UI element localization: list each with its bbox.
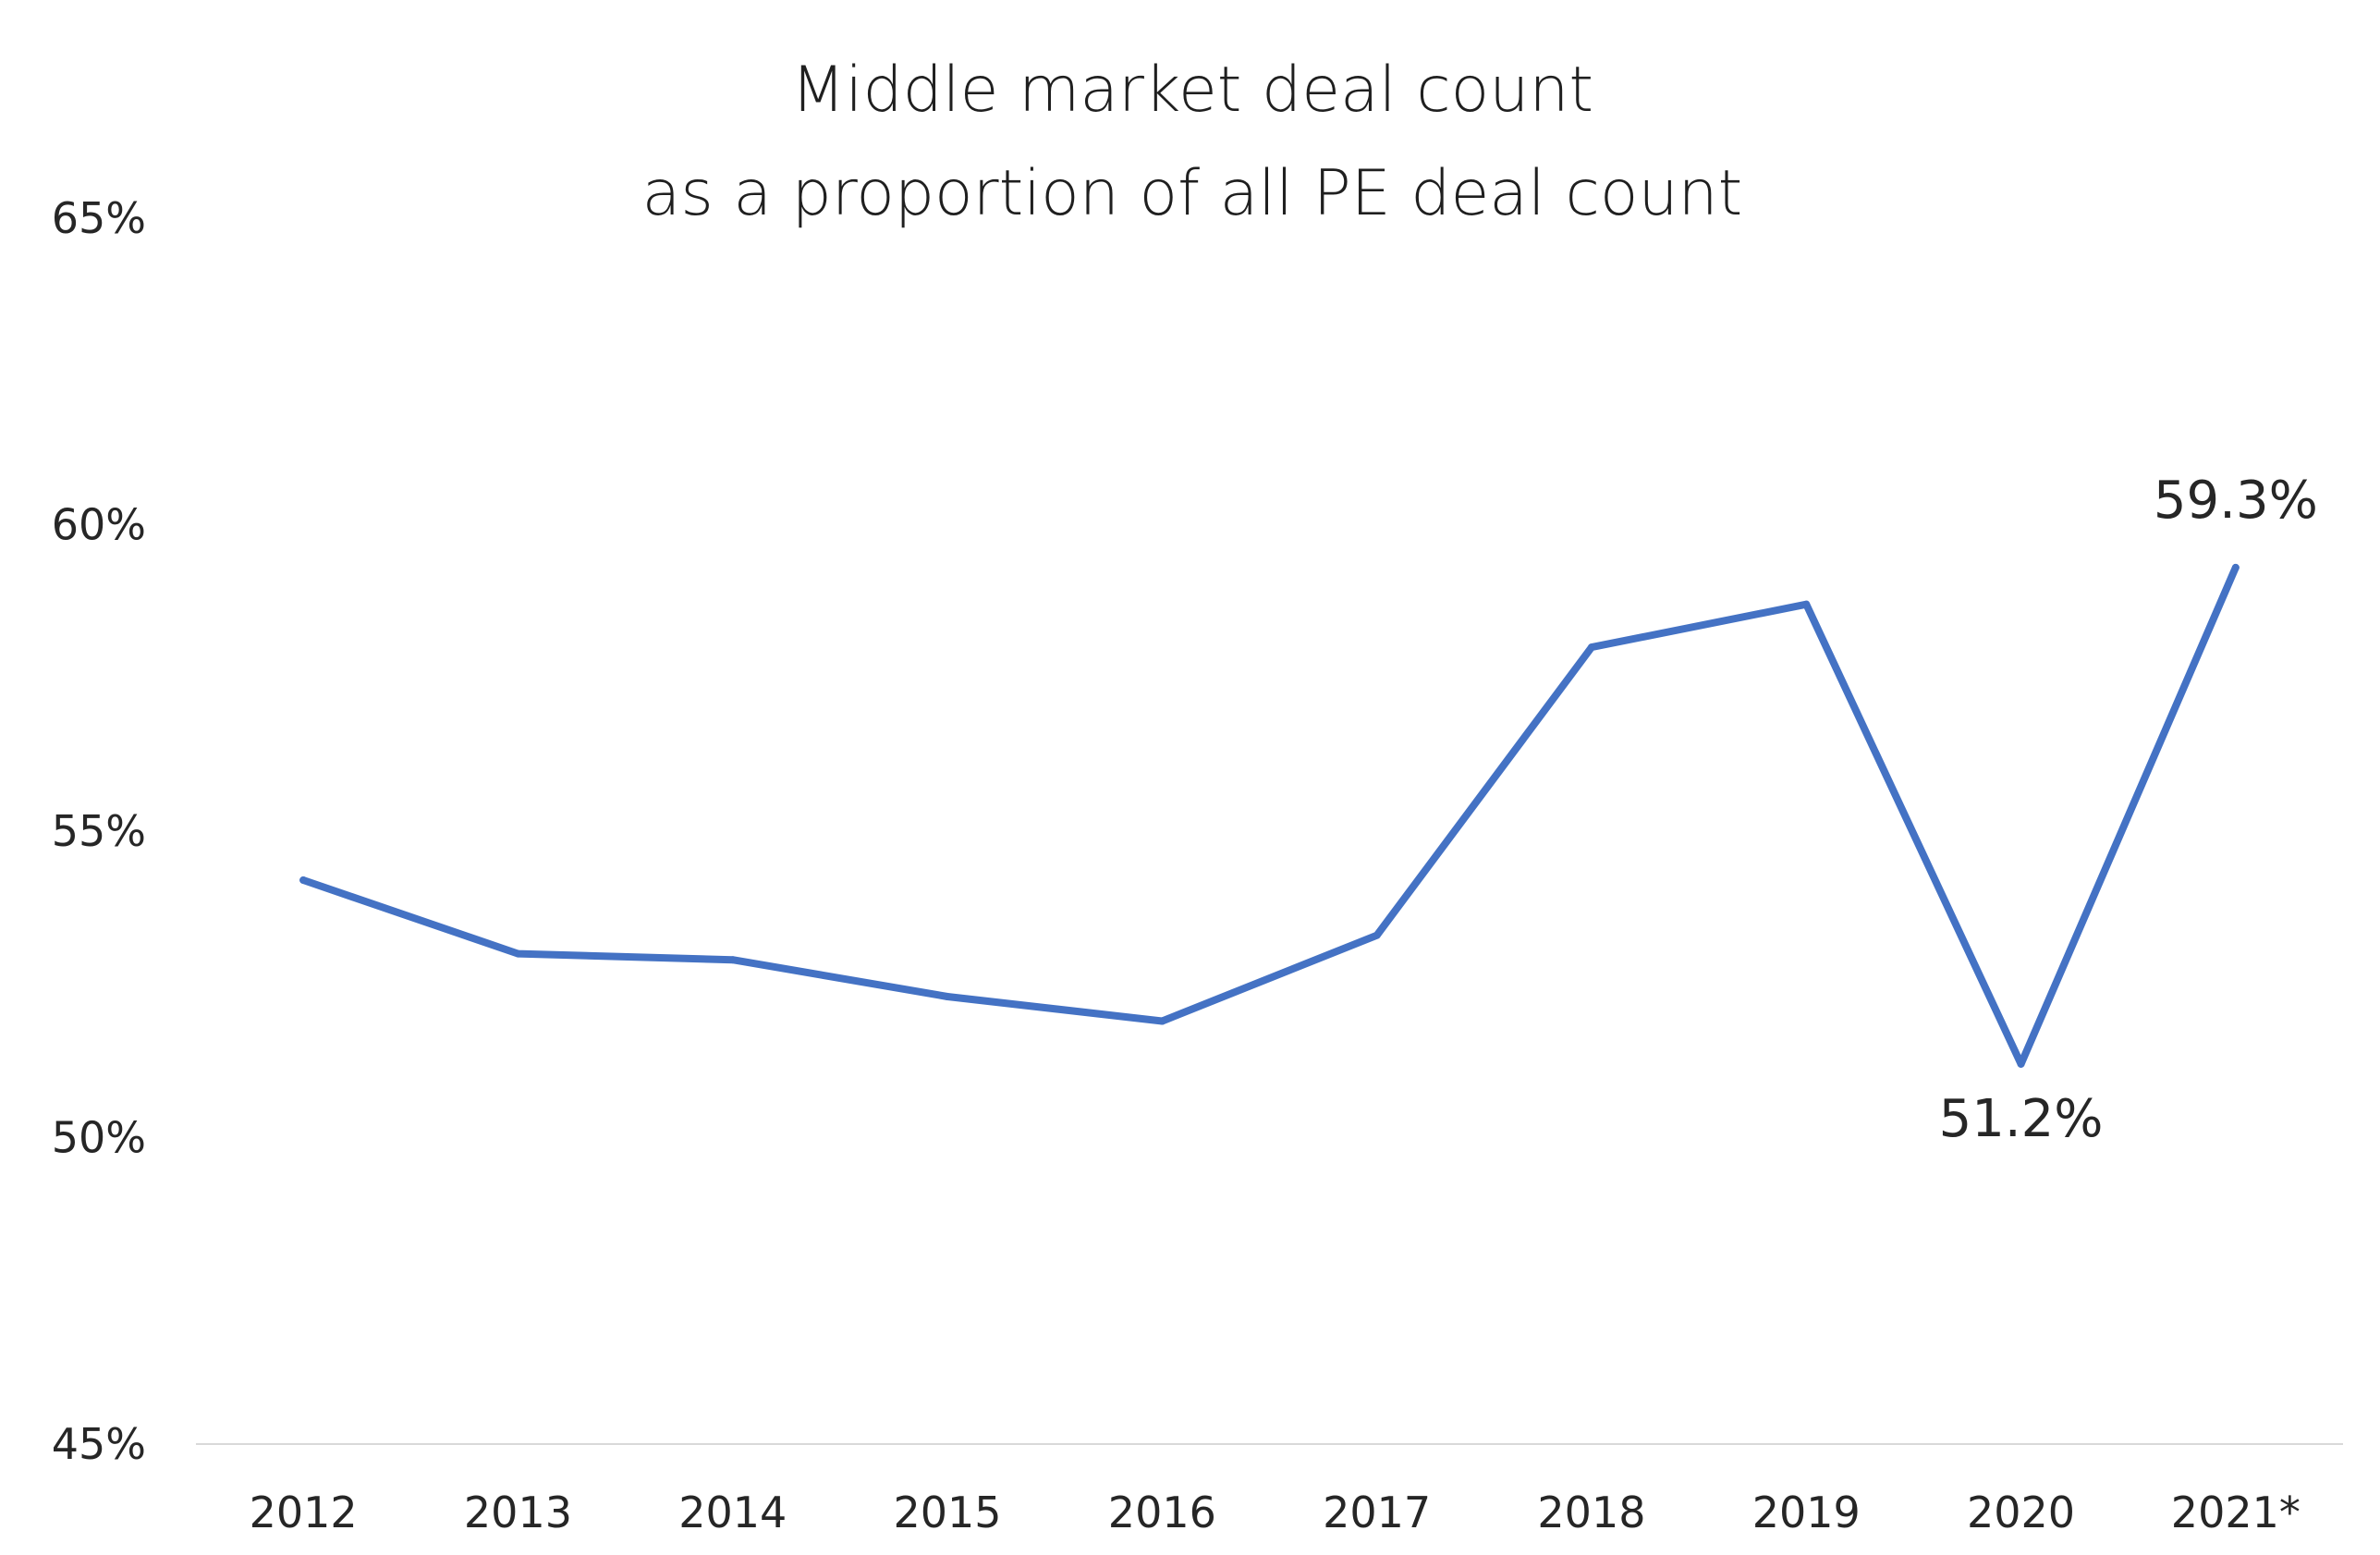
y-tick-label: 60% xyxy=(52,500,146,550)
data-point xyxy=(728,956,737,964)
x-tick-label: 2014 xyxy=(678,1488,787,1537)
data-point xyxy=(2231,563,2240,571)
data-point xyxy=(514,949,522,958)
series-line xyxy=(299,563,2240,1068)
x-tick-label: 2021* xyxy=(2171,1488,2301,1537)
x-tick-label: 2019 xyxy=(1752,1488,1861,1537)
chart-title-line-2: as a proportion of all PE deal count xyxy=(642,157,1743,230)
x-tick-label: 2016 xyxy=(1108,1488,1216,1537)
x-tick-label: 2012 xyxy=(250,1488,358,1537)
data-point xyxy=(1802,600,1811,608)
x-tick-label: 2017 xyxy=(1323,1488,1431,1537)
y-tick-label: 55% xyxy=(52,806,146,856)
data-point xyxy=(1158,1017,1166,1025)
chart-title: Middle market deal count as a proportion… xyxy=(642,54,1743,230)
chart-title-line-1: Middle market deal count xyxy=(791,54,1593,127)
data-point xyxy=(1373,931,1381,939)
y-tick-label: 50% xyxy=(52,1113,146,1163)
data-point xyxy=(299,876,308,885)
x-tick-label: 2018 xyxy=(1537,1488,1645,1537)
y-axis: 45% 50% 55% 60% 65% xyxy=(52,193,146,1469)
data-label: 51.2% xyxy=(1939,1089,2104,1149)
y-tick-label: 45% xyxy=(52,1419,146,1469)
data-point xyxy=(1587,643,1595,652)
x-axis: 2012 2013 2014 2015 2016 2017 2018 2019 2020 2021… xyxy=(196,1443,2343,1537)
data-label: 59.3% xyxy=(2154,471,2318,531)
x-tick-label: 2013 xyxy=(464,1488,572,1537)
x-tick-label: 2020 xyxy=(1967,1488,2075,1537)
y-tick-label: 65% xyxy=(52,193,146,243)
plot-area xyxy=(299,563,2240,1068)
data-point xyxy=(2017,1059,2025,1068)
data-labels: 51.2% 59.3% xyxy=(1939,471,2318,1149)
x-tick-label: 2015 xyxy=(894,1488,1002,1537)
data-point xyxy=(944,993,952,1001)
